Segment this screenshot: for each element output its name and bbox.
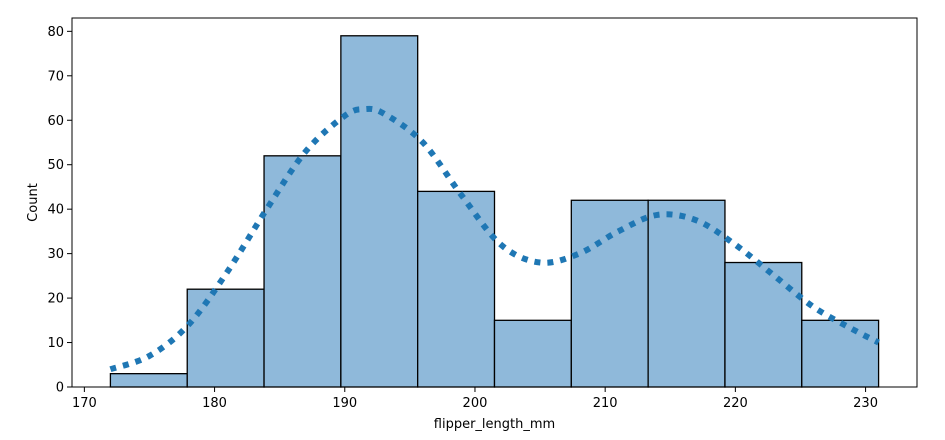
y-tick-label: 50 — [47, 158, 64, 173]
histogram-bar-8 — [647, 199, 726, 388]
histogram-bar-7 — [570, 199, 649, 388]
x-tick-label: 200 — [463, 396, 488, 411]
histogram-bar-2 — [186, 288, 265, 388]
histogram-bar-1 — [109, 373, 188, 388]
y-tick-label: 80 — [47, 25, 64, 40]
histogram-bar-4 — [340, 35, 419, 388]
x-axis-ticks: 170 180 190 200 210 220 230 — [72, 387, 878, 411]
y-tick-label: 30 — [47, 247, 64, 262]
kde-curve-group — [109, 105, 880, 373]
x-tick-label: 170 — [72, 396, 97, 411]
histogram-bars — [109, 35, 880, 388]
y-axis-ticks: 0 10 20 30 40 50 60 70 80 — [47, 25, 72, 396]
x-tick-label: 220 — [723, 396, 748, 411]
x-tick-label: 180 — [202, 396, 227, 411]
x-tick-label: 190 — [332, 396, 357, 411]
histogram-bar-5 — [417, 190, 496, 388]
x-axis-label: flipper_length_mm — [434, 417, 555, 432]
histogram-bar-6 — [493, 319, 572, 388]
y-tick-label: 70 — [47, 69, 64, 84]
kde-curve — [109, 105, 880, 373]
histogram-bar-9 — [724, 261, 803, 388]
y-tick-label: 20 — [47, 292, 64, 307]
y-axis-label: Count — [26, 183, 41, 222]
y-tick-label: 60 — [47, 114, 64, 129]
x-tick-label: 230 — [853, 396, 878, 411]
y-tick-label: 0 — [56, 381, 64, 396]
y-tick-label: 40 — [47, 203, 64, 218]
x-tick-label: 210 — [593, 396, 618, 411]
y-tick-label: 10 — [47, 336, 64, 351]
histogram-bar-10 — [801, 319, 880, 388]
plot-frame — [71, 17, 918, 388]
